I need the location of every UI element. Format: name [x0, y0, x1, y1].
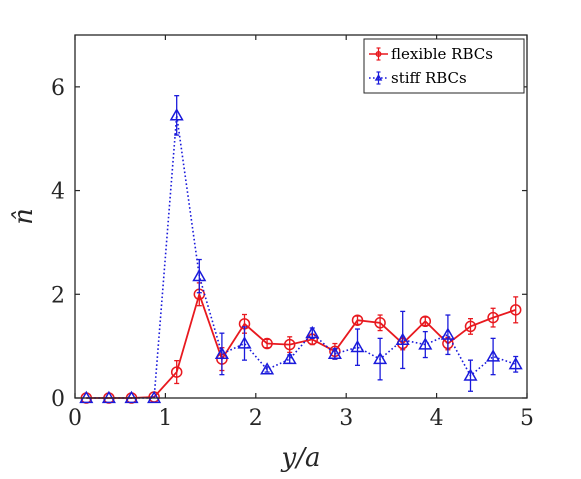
y-axis-label: n̂ [9, 208, 39, 225]
stiff-legend-label: stiff RBCs [391, 69, 467, 87]
legend-box [363, 38, 525, 94]
y-tick-label: 2 [51, 283, 65, 308]
stiff-point [305, 325, 320, 339]
plot-frame [74, 34, 528, 399]
x-tick-label: 3 [339, 406, 353, 431]
stiff-point [169, 108, 184, 121]
flexible-point [487, 311, 499, 324]
flexible-point [351, 314, 364, 326]
series-stiff [79, 95, 523, 404]
flexible-point [283, 338, 296, 351]
stiff-point [327, 346, 342, 359]
x-axis-label: y/a [281, 443, 321, 473]
stiff-point [486, 349, 501, 362]
stiff-point [124, 390, 139, 404]
stiff-point [101, 390, 116, 404]
y-tick-label: 6 [51, 76, 65, 101]
stiff-point [237, 336, 252, 349]
stiff-point [192, 268, 207, 282]
stiff-point [214, 346, 229, 359]
flexible-point [419, 315, 432, 328]
flexible-legend-label: flexible RBCs [391, 45, 493, 63]
series-flexible [80, 282, 522, 404]
stiff-point [440, 327, 455, 340]
plot-marks [79, 95, 523, 404]
stiff-point [508, 357, 523, 370]
flexible-point [261, 337, 273, 350]
flexible-point [170, 366, 183, 378]
y-tick-labels: 0 2 4 6 [51, 76, 65, 412]
x-tick-label: 2 [249, 406, 263, 431]
x-tick-label: 4 [430, 406, 444, 431]
stiff-point [350, 339, 365, 353]
legend-item-flexible: flexible RBCs [369, 45, 493, 63]
stiff-point [395, 332, 410, 345]
legend-item-stiff: stiff RBCs [369, 69, 467, 87]
stiff-series-line [86, 115, 516, 399]
legend: flexible RBCs stiff RBCs [363, 38, 525, 94]
legend-items: flexible RBCs stiff RBCs [369, 45, 493, 87]
flexible-point [509, 304, 522, 316]
flexible-point [464, 320, 477, 333]
stiff-point [418, 337, 433, 350]
stiff-point [282, 351, 297, 365]
stiff-point [147, 390, 162, 404]
y-tick-label: 4 [51, 180, 65, 205]
flexible-point [374, 317, 386, 329]
flexible-legend-marker [375, 51, 382, 57]
x-tick-label: 0 [68, 406, 82, 431]
stiff-point [463, 368, 478, 381]
x-tick-label: 1 [158, 406, 172, 431]
stiff-point [260, 362, 275, 375]
stiff-point [79, 390, 94, 404]
x-tick-label: 5 [520, 406, 534, 431]
stiff-point [373, 351, 388, 365]
stiff-legend-marker [374, 73, 383, 81]
y-tick-label: 0 [51, 387, 65, 412]
x-tick-labels: 0 1 2 3 4 5 [68, 406, 534, 431]
